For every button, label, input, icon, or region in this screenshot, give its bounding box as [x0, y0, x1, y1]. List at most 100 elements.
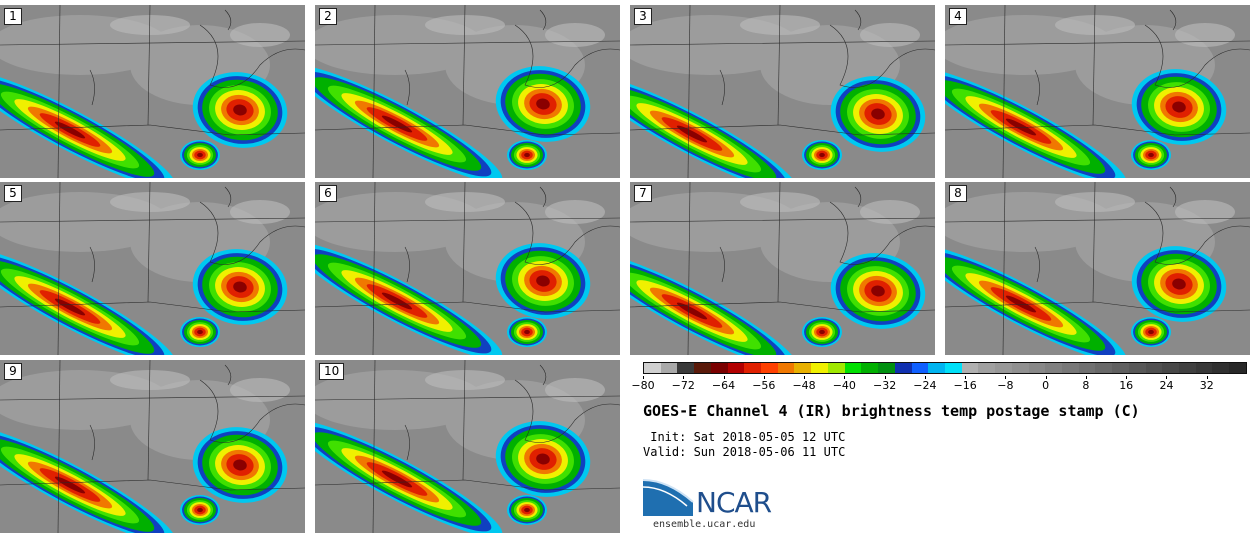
colorbar-swatch [1212, 363, 1230, 373]
colorbar-swatch [861, 363, 879, 373]
colorbar-swatch [944, 363, 962, 373]
postage-stamp-panel: 5 [0, 182, 305, 355]
colorbar-tick-label: 8 [1082, 379, 1090, 392]
postage-stamp-panel: 1 [0, 5, 305, 178]
colorbar-swatch [1145, 363, 1163, 373]
colorbar-ticks: −80 −72 −64 −56 −48 −40 −32 −24 −16 −8 0 8 16 24 32 [631, 376, 1247, 396]
panel-number: 9 [4, 363, 22, 380]
colorbar-tick [723, 376, 725, 379]
satellite-map [315, 5, 620, 178]
colorbar-tick [965, 376, 967, 379]
colorbar-tick [1126, 376, 1128, 379]
colorbar-swatch [995, 363, 1012, 373]
colorbar-swatch [844, 363, 862, 373]
colorbar-swatch [660, 363, 678, 373]
colorbar-swatch [961, 363, 979, 373]
colorbar [643, 362, 1247, 374]
panel-number: 2 [319, 8, 337, 25]
colorbar-tick-label: 24 [1159, 379, 1174, 392]
colorbar-swatch [1095, 363, 1113, 373]
panel-number: 3 [634, 8, 652, 25]
colorbar-tick-label: −80 [631, 379, 655, 392]
satellite-map [945, 182, 1250, 355]
satellite-map [630, 182, 935, 355]
satellite-map [315, 182, 620, 355]
postage-stamp-panel: 8 [945, 182, 1250, 355]
colorbar-swatch [777, 363, 795, 373]
panel-number: 10 [319, 363, 345, 380]
colorbar-swatch [794, 363, 812, 373]
colorbar-swatch [1028, 363, 1046, 373]
panel-number: 5 [4, 185, 22, 202]
colorbar-tick [643, 376, 644, 379]
panel-number: 6 [319, 185, 337, 202]
panel-number: 8 [949, 185, 967, 202]
colorbar-tick-label: 0 [1042, 379, 1050, 392]
panel-number: 4 [949, 8, 967, 25]
colorbar-swatch [978, 363, 996, 373]
colorbar-tick-label: −64 [711, 379, 736, 392]
postage-stamp-panel: 6 [315, 182, 620, 355]
colorbar-swatch [644, 363, 661, 373]
init-time: Init: Sat 2018-05-05 12 UTC [643, 430, 846, 444]
colorbar-tick [683, 376, 685, 379]
colorbar-tick-label: −8 [997, 379, 1014, 392]
colorbar-swatch [1078, 363, 1096, 373]
colorbar-swatch [744, 363, 762, 373]
colorbar-swatch [827, 363, 845, 373]
colorbar-swatch [1162, 363, 1179, 373]
postage-stamp-panel: 4 [945, 5, 1250, 178]
colorbar-tick [884, 376, 886, 379]
postage-stamp-panel: 9 [0, 360, 305, 533]
colorbar-swatch [878, 363, 895, 373]
satellite-map [945, 5, 1250, 178]
colorbar-swatch [911, 363, 929, 373]
colorbar-tick-label: −24 [913, 379, 937, 392]
colorbar-tick-label: −56 [752, 379, 776, 392]
ncar-logo-text: NCAR [696, 486, 772, 519]
colorbar-tick [763, 376, 765, 379]
satellite-map [0, 360, 305, 533]
colorbar-tick [844, 376, 846, 379]
colorbar-swatch [894, 363, 912, 373]
panel-number: 7 [634, 185, 652, 202]
colorbar-swatch [677, 363, 695, 373]
colorbar-tick-label: −16 [953, 379, 977, 392]
colorbar-swatch [928, 363, 945, 373]
colorbar-tick-label: −48 [792, 379, 816, 392]
satellite-map [0, 5, 305, 178]
colorbar-swatch [1128, 363, 1146, 373]
colorbar-swatch [1195, 363, 1213, 373]
colorbar-swatch [1011, 363, 1029, 373]
colorbar-tick-label: 16 [1119, 379, 1134, 392]
colorbar-swatch [1112, 363, 1129, 373]
figure-title: GOES-E Channel 4 (IR) brightness temp po… [643, 402, 1140, 420]
postage-stamp-panel: 3 [630, 5, 935, 178]
colorbar-swatch [1179, 363, 1196, 373]
url: ensemble.ucar.edu [653, 519, 756, 530]
colorbar-swatch [761, 363, 778, 373]
colorbar-swatch [694, 363, 711, 373]
postage-stamp-panel: 7 [630, 182, 935, 355]
colorbar-tick-label: 32 [1199, 379, 1214, 392]
colorbar-tick [1166, 376, 1168, 379]
satellite-map [630, 5, 935, 178]
valid-time: Valid: Sun 2018-05-06 11 UTC [643, 445, 846, 459]
colorbar-swatch [1045, 363, 1062, 373]
ncar-logo-icon [643, 479, 694, 516]
colorbar-tick [1005, 376, 1007, 379]
colorbar-swatch [727, 363, 745, 373]
postage-stamp-panel: 2 [315, 5, 620, 178]
colorbar-tick [924, 376, 926, 379]
colorbar-swatch [811, 363, 828, 373]
colorbar-tick [804, 376, 806, 379]
colorbar-tick [1045, 376, 1047, 379]
satellite-map [0, 182, 305, 355]
colorbar-swatch [1229, 363, 1246, 373]
panel-number: 1 [4, 8, 22, 25]
colorbar-tick-label: −72 [671, 379, 695, 392]
colorbar-tick-label: −32 [872, 379, 897, 392]
postage-stamp-panel: 10 [315, 360, 620, 533]
colorbar-swatch [1061, 363, 1079, 373]
colorbar-tick [1085, 376, 1087, 379]
